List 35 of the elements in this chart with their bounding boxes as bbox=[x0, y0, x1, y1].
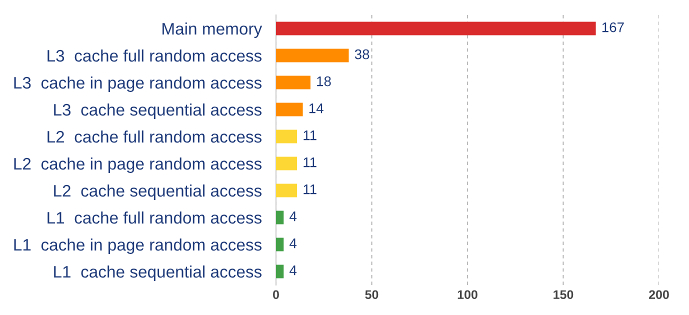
y-tick-label: L2 cache in page random access bbox=[14, 157, 262, 173]
y-tick-label: L3 cache full random access bbox=[48, 49, 262, 62]
bar bbox=[276, 210, 284, 224]
bar bbox=[276, 48, 349, 62]
data-label: 38 bbox=[354, 49, 370, 60]
bar bbox=[276, 102, 303, 116]
data-label: 4 bbox=[290, 266, 297, 276]
y-tick-label: L2 cache full random access bbox=[48, 130, 262, 143]
x-tick-label: 200 bbox=[649, 290, 669, 300]
bar bbox=[276, 130, 298, 144]
y-tick-label: L1 cache full random access bbox=[48, 211, 262, 224]
bar bbox=[276, 238, 284, 252]
x-tick-label: 100 bbox=[458, 290, 478, 300]
data-label: 167 bbox=[602, 22, 624, 32]
data-label: 11 bbox=[304, 184, 316, 194]
data-label: 4 bbox=[290, 238, 297, 248]
data-label: 18 bbox=[317, 76, 331, 86]
y-tick-label: L2 cache sequential access bbox=[54, 184, 262, 200]
y-tick-label: L1 cache sequential access bbox=[54, 265, 262, 281]
data-label: 11 bbox=[304, 158, 316, 168]
y-tick-label: Main memory bbox=[162, 22, 262, 38]
bar bbox=[276, 76, 310, 90]
y-tick-label: L1 cache in page random access bbox=[14, 238, 262, 254]
x-tick-label: 150 bbox=[554, 290, 574, 300]
bar bbox=[276, 156, 298, 170]
data-label: 4 bbox=[290, 212, 297, 222]
y-tick-label: L3 cache sequential access bbox=[54, 103, 262, 119]
data-label: 14 bbox=[309, 104, 324, 114]
x-tick-label: 50 bbox=[365, 290, 378, 300]
data-label: 11 bbox=[304, 130, 316, 140]
bar bbox=[276, 264, 284, 278]
bar bbox=[276, 184, 298, 198]
x-tick-label: 0 bbox=[273, 290, 279, 300]
y-tick-label: L3 cache in page random access bbox=[14, 76, 262, 92]
bar bbox=[276, 22, 596, 36]
